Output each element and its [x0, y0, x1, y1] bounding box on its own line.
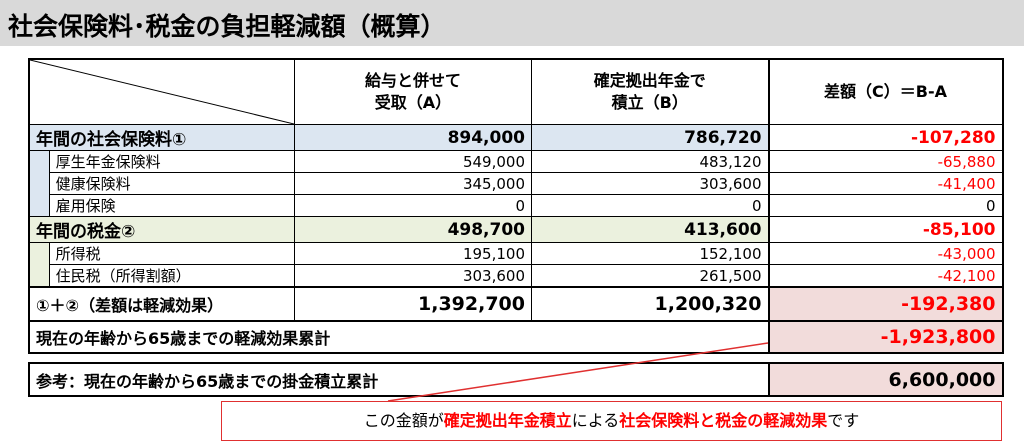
callout-note: この金額が確定拠出年金積立による社会保険料と税金の軽減効果です — [221, 401, 1002, 441]
header-row: 給与と併せて 受取（A） 確定拠出年金で 積立（B） 差額（C）＝B-A — [28, 58, 1004, 125]
cell-a: 345,000 — [294, 172, 532, 195]
header-col-b-line1: 確定拠出年金で — [593, 71, 706, 90]
diagonal-corner-cell — [28, 58, 295, 125]
header-col-a-line1: 給与と併せて — [364, 71, 461, 90]
section-stripe — [27, 242, 50, 265]
cell-c: -41,400 — [767, 172, 1004, 195]
header-col-a: 給与と併せて 受取（A） — [294, 58, 532, 125]
table-row: 年間の税金② 498,700 413,600 -85,100 — [28, 216, 1004, 243]
row-label: 厚生年金保険料 — [48, 150, 296, 173]
header-col-b-line2: 積立（B） — [611, 93, 688, 112]
row-label: 所得税 — [48, 242, 296, 265]
cell-c: -85,100 — [767, 216, 1004, 243]
cell-c: -43,000 — [767, 242, 1004, 265]
section-stripe — [27, 172, 50, 195]
table-row: 住民税（所得割額） 303,600 261,500 -42,100 — [27, 264, 1004, 288]
total-b: 1,200,320 — [531, 286, 769, 322]
cumulative-label: 現在の年齢から65歳までの軽減効果累計 — [28, 320, 769, 354]
header-col-b: 確定拠出年金で 積立（B） — [531, 58, 769, 125]
cell-b: 303,600 — [531, 172, 769, 195]
table-row: 年間の社会保険料① 894,000 786,720 -107,280 — [28, 124, 1004, 151]
cumulative-row: 現在の年齢から65歳までの軽減効果累計 -1,923,800 — [28, 320, 1004, 354]
cumulative-value: -1,923,800 — [767, 320, 1004, 354]
total-row: ①＋②（差額は軽減効果） 1,392,700 1,200,320 -192,38… — [28, 286, 1004, 322]
reference-label: 参考：現在の年齢から65歳までの掛金積立累計 — [28, 362, 769, 397]
cell-b: 786,720 — [531, 124, 769, 151]
note-text: この金額が — [363, 411, 444, 430]
section-stripe — [27, 194, 50, 217]
reference-value: 6,600,000 — [767, 362, 1004, 397]
section-stripe — [27, 150, 50, 173]
total-c: -192,380 — [767, 286, 1004, 322]
burden-reduction-table: 給与と併せて 受取（A） 確定拠出年金で 積立（B） 差額（C）＝B-A 年間の… — [27, 58, 1004, 397]
row-label: 年間の税金② — [28, 216, 295, 243]
cell-b: 152,100 — [531, 242, 769, 265]
note-text: です — [827, 411, 860, 430]
table-row: 所得税 195,100 152,100 -43,000 — [27, 242, 1004, 265]
table-row: 健康保険料 345,000 303,600 -41,400 — [27, 172, 1004, 195]
cell-c: -107,280 — [767, 124, 1004, 151]
header-col-c: 差額（C）＝B-A — [767, 58, 1004, 125]
row-label: 年間の社会保険料① — [28, 124, 295, 151]
cell-a: 894,000 — [294, 124, 532, 151]
total-a: 1,392,700 — [294, 286, 532, 322]
page-title: 社会保険料･税金の負担軽減額（概算） — [8, 12, 446, 41]
note-text: による — [571, 411, 620, 430]
title-bar: 社会保険料･税金の負担軽減額（概算） — [0, 0, 1024, 46]
reference-row: 参考：現在の年齢から65歳までの掛金積立累計 6,600,000 — [28, 362, 1004, 397]
diagonal-line — [31, 60, 294, 124]
section-stripe — [27, 264, 50, 288]
header-col-a-line2: 受取（A） — [374, 93, 452, 112]
note-highlight: 社会保険料と税金の軽減効果 — [619, 411, 828, 430]
cell-c: -42,100 — [767, 264, 1004, 288]
note-highlight: 確定拠出年金積立 — [443, 411, 572, 430]
cell-a: 498,700 — [294, 216, 532, 243]
